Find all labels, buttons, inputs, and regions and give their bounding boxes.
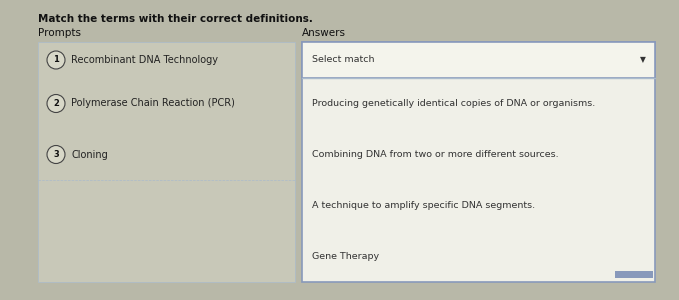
- Text: Gene Therapy: Gene Therapy: [312, 252, 379, 261]
- Text: 3: 3: [53, 150, 59, 159]
- Text: Polymerase Chain Reaction (PCR): Polymerase Chain Reaction (PCR): [71, 98, 235, 109]
- Text: 2: 2: [53, 99, 59, 108]
- Circle shape: [47, 94, 65, 112]
- Text: Prompts: Prompts: [38, 28, 81, 38]
- Text: A technique to amplify specific DNA segments.: A technique to amplify specific DNA segm…: [312, 201, 535, 210]
- Text: 1: 1: [53, 56, 59, 64]
- FancyBboxPatch shape: [615, 271, 653, 278]
- FancyBboxPatch shape: [302, 42, 655, 282]
- Text: Cloning: Cloning: [71, 149, 108, 160]
- Text: Recombinant DNA Technology: Recombinant DNA Technology: [71, 55, 218, 65]
- FancyBboxPatch shape: [38, 42, 295, 282]
- Text: Producing genetically identical copies of DNA or organisms.: Producing genetically identical copies o…: [312, 99, 595, 108]
- Text: Answers: Answers: [302, 28, 346, 38]
- FancyBboxPatch shape: [302, 42, 655, 78]
- Text: Combining DNA from two or more different sources.: Combining DNA from two or more different…: [312, 150, 559, 159]
- Text: Select match: Select match: [312, 56, 375, 64]
- Circle shape: [47, 51, 65, 69]
- Circle shape: [47, 146, 65, 164]
- Text: Match the terms with their correct definitions.: Match the terms with their correct defin…: [38, 14, 313, 24]
- Text: ▼: ▼: [640, 56, 646, 64]
